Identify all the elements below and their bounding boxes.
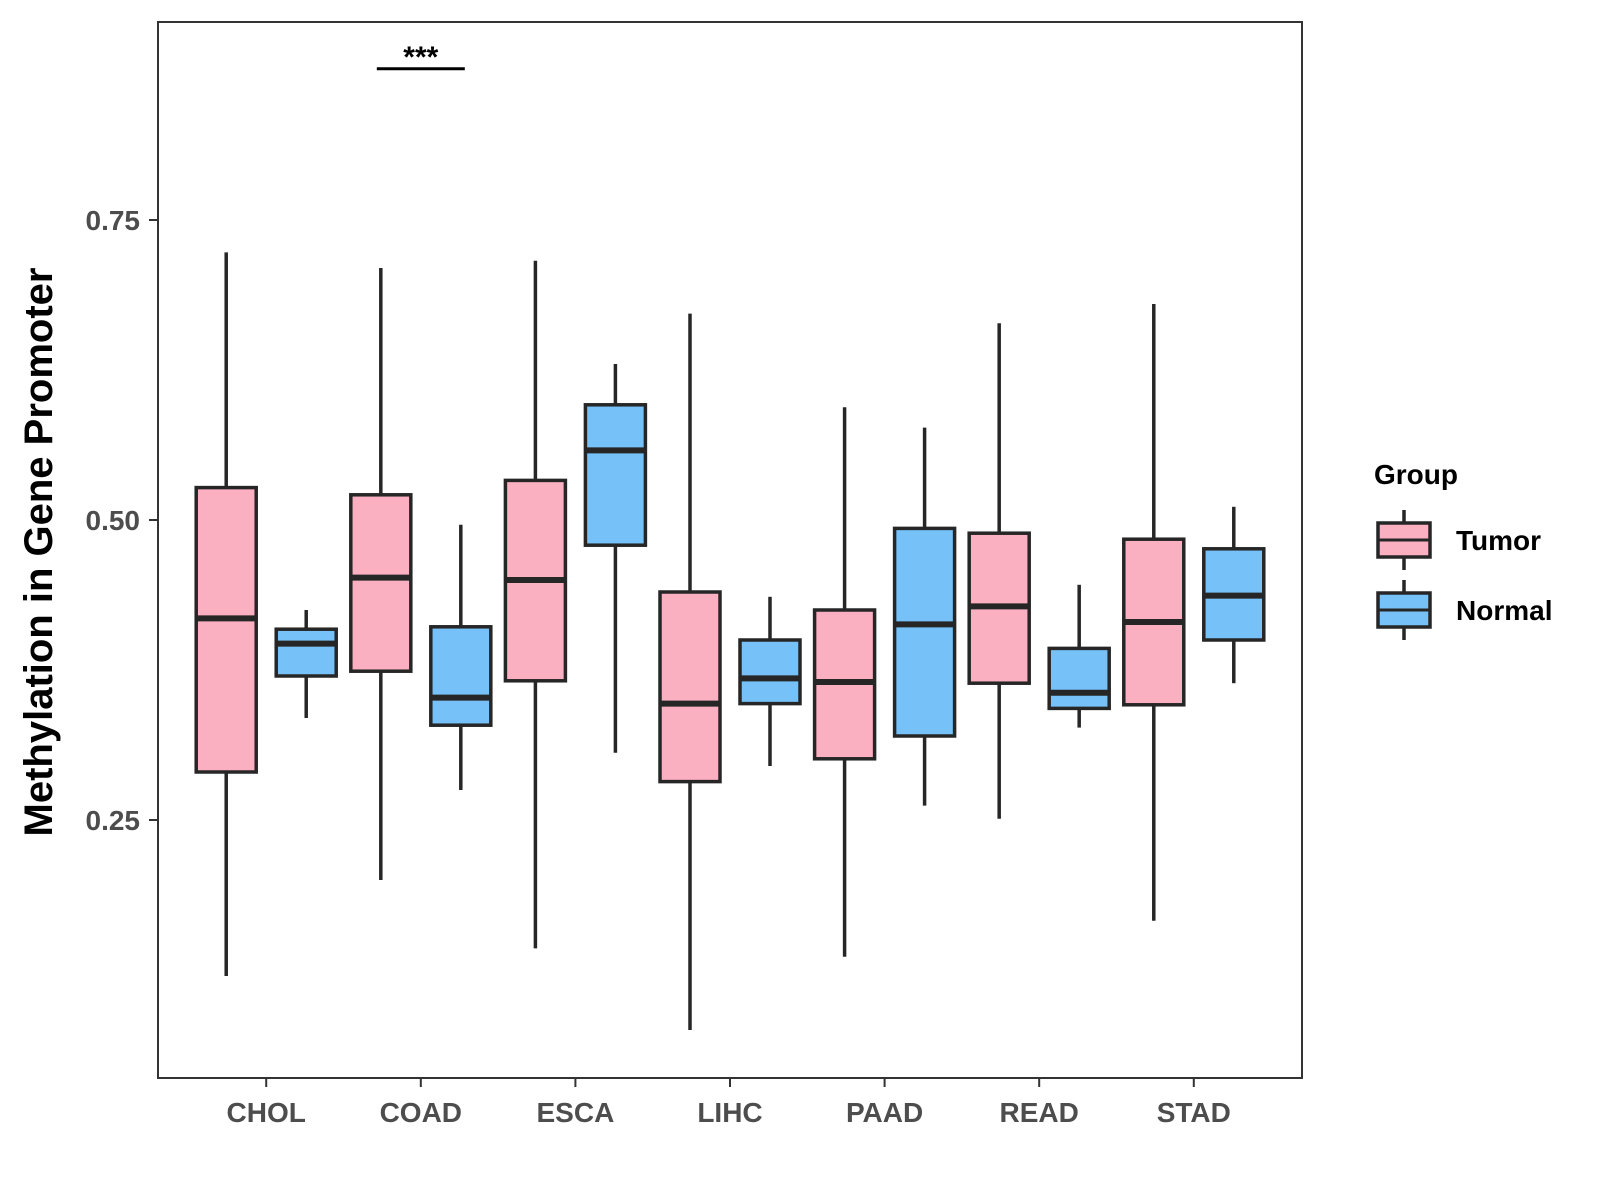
tumor-coad-iqr-rect bbox=[349, 493, 413, 673]
x-axis: CHOL COAD ESCA LIHC PAAD READ STAD bbox=[227, 1078, 1231, 1128]
normal-read-box bbox=[1047, 584, 1111, 728]
tumor-lihc-box bbox=[658, 313, 722, 1030]
x-tick-label-lihc: LIHC bbox=[697, 1097, 762, 1128]
tumor-chol-iqr-rect bbox=[194, 485, 258, 774]
y-tick-label-0.25: 0.25 bbox=[86, 805, 141, 836]
legend: Group Tumor Normal bbox=[1374, 459, 1552, 640]
tumor-read-box bbox=[967, 323, 1031, 819]
normal-read-iqr-rect bbox=[1047, 646, 1111, 711]
normal-coad-box bbox=[429, 524, 493, 790]
tumor-chol-box bbox=[194, 252, 258, 976]
y-axis-title: Methylation in Gene Promoter bbox=[17, 268, 61, 837]
x-tick-label-paad: PAAD bbox=[846, 1097, 923, 1128]
normal-coad-iqr-rect bbox=[429, 625, 493, 727]
legend-label-normal: Normal bbox=[1456, 595, 1552, 626]
normal-lihc-iqr-rect bbox=[738, 638, 802, 706]
tumor-lihc-iqr-rect bbox=[658, 590, 722, 784]
tumor-stad-box bbox=[1122, 304, 1186, 921]
y-axis: 0.25 0.50 0.75 bbox=[86, 205, 158, 836]
normal-paad-box bbox=[892, 427, 957, 806]
y-tick-label-0.75: 0.75 bbox=[86, 205, 141, 236]
normal-chol-box bbox=[274, 610, 338, 718]
x-tick-label-esca: ESCA bbox=[537, 1097, 615, 1128]
normal-stad-box bbox=[1202, 506, 1266, 684]
normal-lihc-box bbox=[738, 596, 802, 766]
x-tick-label-read: READ bbox=[1000, 1097, 1079, 1128]
x-tick-label-chol: CHOL bbox=[227, 1097, 306, 1128]
legend-title: Group bbox=[1374, 459, 1458, 490]
tumor-paad-box bbox=[812, 407, 877, 957]
tumor-esca-box bbox=[503, 260, 568, 949]
x-tick-label-coad: COAD bbox=[380, 1097, 462, 1128]
normal-esca-iqr-rect bbox=[583, 403, 648, 547]
normal-chol-iqr-rect bbox=[274, 627, 338, 678]
normal-paad-iqr-rect bbox=[892, 526, 957, 738]
annotation-layer: *** bbox=[376, 41, 465, 74]
x-tick-label-stad: STAD bbox=[1157, 1097, 1231, 1128]
box-layer bbox=[194, 252, 1266, 1030]
legend-label-tumor: Tumor bbox=[1456, 525, 1541, 556]
significance-label-coad: *** bbox=[403, 41, 438, 74]
y-tick-label-0.50: 0.50 bbox=[86, 505, 141, 536]
tumor-coad-box bbox=[349, 268, 413, 880]
normal-esca-box bbox=[583, 364, 648, 753]
